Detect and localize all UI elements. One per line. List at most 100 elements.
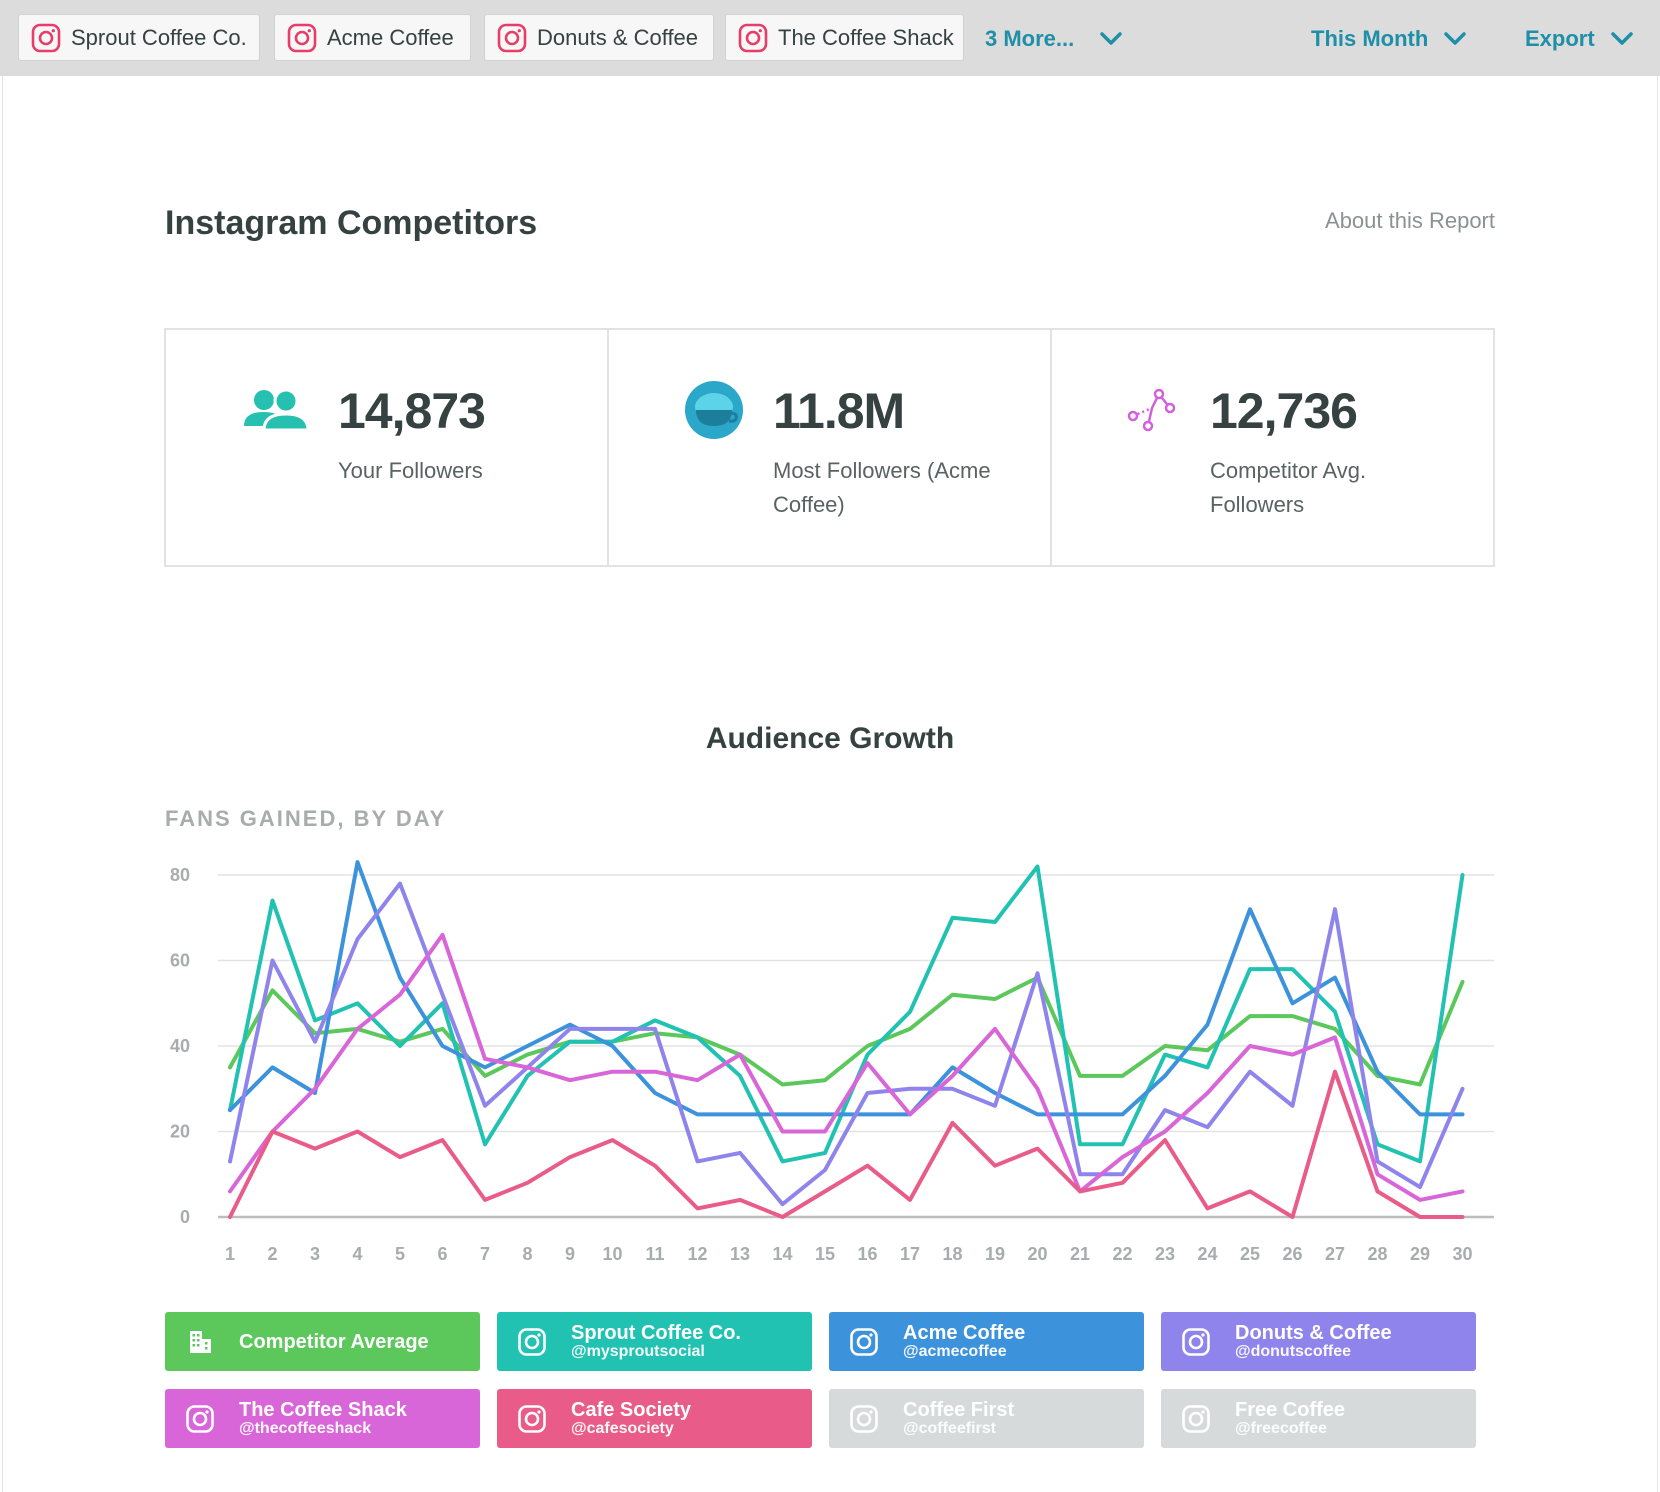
x-tick-label: 22	[1112, 1244, 1132, 1264]
x-tick-label: 7	[480, 1244, 490, 1264]
series-line-cafe-society	[228, 1069, 1465, 1219]
chevron-down-icon	[1444, 32, 1467, 45]
x-tick-label: 14	[772, 1244, 792, 1264]
series-line-acme-coffee	[228, 860, 1465, 1117]
legend-text: Free Coffee @freecoffee	[1235, 1400, 1345, 1438]
legend-item-the-coffee-shack[interactable]: The Coffee Shack @thecoffeeshack	[165, 1389, 480, 1448]
stat-your-followers: 14,873 Your Followers	[166, 330, 609, 565]
x-tick-label: 26	[1282, 1244, 1302, 1264]
y-tick-label: 80	[170, 865, 190, 885]
instagram-icon	[497, 23, 527, 52]
export-label: Export	[1525, 26, 1595, 51]
x-tick-label: 24	[1197, 1244, 1217, 1264]
x-tick-label: 23	[1155, 1244, 1175, 1264]
stat-value: 11.8M	[773, 383, 905, 439]
x-tick-label: 11	[645, 1244, 664, 1264]
legend-text: Cafe Society @cafesociety	[571, 1400, 691, 1438]
stat-competitor-average: 12,736 Competitor Avg. Followers	[1052, 330, 1493, 565]
instagram-icon	[186, 1404, 214, 1433]
y-tick-label: 40	[170, 1036, 190, 1056]
x-tick-label: 17	[900, 1244, 920, 1264]
legend-handle: @freecoffee	[1235, 1419, 1328, 1437]
x-tick-label: 19	[985, 1244, 1005, 1264]
x-tick-label: 10	[602, 1244, 622, 1264]
legend-name: The Coffee Shack	[239, 1398, 407, 1421]
profile-chip-coffee-shack[interactable]: The Coffee Shack	[725, 14, 964, 61]
stat-value: 12,736	[1210, 383, 1358, 439]
report-panel	[2, 76, 1658, 1492]
page-title: Instagram Competitors	[165, 204, 538, 242]
y-tick-label: 0	[180, 1207, 190, 1227]
building-icon	[190, 1330, 211, 1353]
y-tick-label: 60	[170, 951, 190, 971]
legend-name: Competitor Average	[239, 1330, 429, 1353]
legend-text: Donuts & Coffee @donutscoffee	[1235, 1323, 1392, 1361]
legend-name: Acme Coffee	[903, 1321, 1026, 1344]
series-line-sprout-coffee-co-	[228, 864, 1465, 1164]
x-tick-label: 20	[1027, 1244, 1047, 1264]
legend-item-free-coffee[interactable]: Free Coffee @freecoffee	[1161, 1389, 1476, 1448]
date-range-dropdown[interactable]: This Month	[1311, 22, 1467, 56]
x-tick-label: 28	[1367, 1244, 1387, 1264]
series-line-donuts-coffee	[228, 881, 1465, 1207]
legend-text: Competitor Average	[239, 1332, 429, 1352]
x-tick-label: 30	[1452, 1244, 1472, 1264]
legend-item-donuts-coffee[interactable]: Donuts & Coffee @donutscoffee	[1161, 1312, 1476, 1371]
profile-chip-label: Donuts & Coffee	[537, 24, 699, 50]
profile-chip-label: The Coffee Shack	[778, 24, 954, 50]
about-report-link[interactable]: About this Report	[1325, 208, 1495, 233]
x-tick-label: 6	[437, 1244, 447, 1264]
x-tick-label: 1	[225, 1244, 235, 1264]
more-profiles-dropdown[interactable]: 3 More...	[985, 22, 1122, 56]
x-tick-label: 4	[352, 1244, 362, 1264]
legend-item-coffee-first[interactable]: Coffee First @coffeefirst	[829, 1389, 1144, 1448]
chart-subtitle: FANS GAINED, BY DAY	[165, 806, 447, 831]
x-tick-label: 25	[1240, 1244, 1260, 1264]
export-dropdown[interactable]: Export	[1525, 22, 1633, 56]
chart-title: Audience Growth	[705, 722, 955, 755]
instagram-icon	[518, 1404, 546, 1433]
chevron-down-icon	[1100, 32, 1122, 45]
x-tick-label: 5	[395, 1244, 405, 1264]
network-icon	[1127, 388, 1176, 432]
legend-text: The Coffee Shack @thecoffeeshack	[239, 1400, 407, 1438]
instagram-icon	[287, 23, 317, 52]
stat-label: Competitor Avg. Followers	[1210, 458, 1367, 517]
legend-item-acme-coffee[interactable]: Acme Coffee @acmecoffee	[829, 1312, 1144, 1371]
legend-handle: @coffeefirst	[903, 1419, 996, 1437]
users-icon	[244, 388, 310, 432]
legend-text: Coffee First @coffeefirst	[903, 1400, 1014, 1438]
legend-text: Acme Coffee @acmecoffee	[903, 1323, 1025, 1361]
legend-handle: @cafesociety	[571, 1419, 674, 1437]
legend-handle: @donutscoffee	[1235, 1342, 1352, 1360]
profile-chip-donuts-coffee[interactable]: Donuts & Coffee	[484, 14, 714, 61]
x-tick-label: 12	[687, 1244, 707, 1264]
legend-name: Cafe Society	[571, 1398, 692, 1421]
legend-name: Sprout Coffee Co.	[571, 1321, 741, 1344]
legend-handle: @thecoffeeshack	[239, 1419, 372, 1437]
stat-value: 14,873	[338, 383, 486, 439]
x-tick-label: 9	[565, 1244, 575, 1264]
legend-item-sprout-coffee-co-[interactable]: Sprout Coffee Co. @mysproutsocial	[497, 1312, 812, 1371]
legend-handle: @mysproutsocial	[571, 1342, 705, 1360]
instagram-icon	[31, 23, 61, 52]
stat-most-followers: 11.8M Most Followers (Acme Coffee)	[609, 330, 1052, 565]
more-profiles-label: 3 More...	[985, 26, 1075, 51]
x-tick-label: 13	[730, 1244, 750, 1264]
legend-item-cafe-society[interactable]: Cafe Society @cafesociety	[497, 1389, 812, 1448]
profile-chip-acme-coffee[interactable]: Acme Coffee	[274, 14, 471, 61]
legend-item-competitor-average[interactable]: Competitor Average	[165, 1312, 480, 1371]
stat-label: Most Followers (Acme Coffee)	[773, 458, 991, 517]
x-tick-label: 3	[310, 1244, 320, 1264]
legend-name: Free Coffee	[1235, 1398, 1346, 1421]
top-toolbar: Sprout Coffee Co. Acme Coffee Donuts & C…	[0, 0, 1660, 76]
instagram-icon	[518, 1327, 546, 1356]
profile-chip-label: Sprout Coffee Co.	[71, 24, 247, 50]
stat-label: Your Followers	[338, 458, 483, 483]
profile-chip-sprout-coffee[interactable]: Sprout Coffee Co.	[18, 14, 260, 61]
coffee-cup-icon	[685, 381, 743, 439]
instagram-icon	[738, 23, 768, 52]
profile-chip-label: Acme Coffee	[327, 24, 454, 50]
x-tick-label: 18	[942, 1244, 962, 1264]
